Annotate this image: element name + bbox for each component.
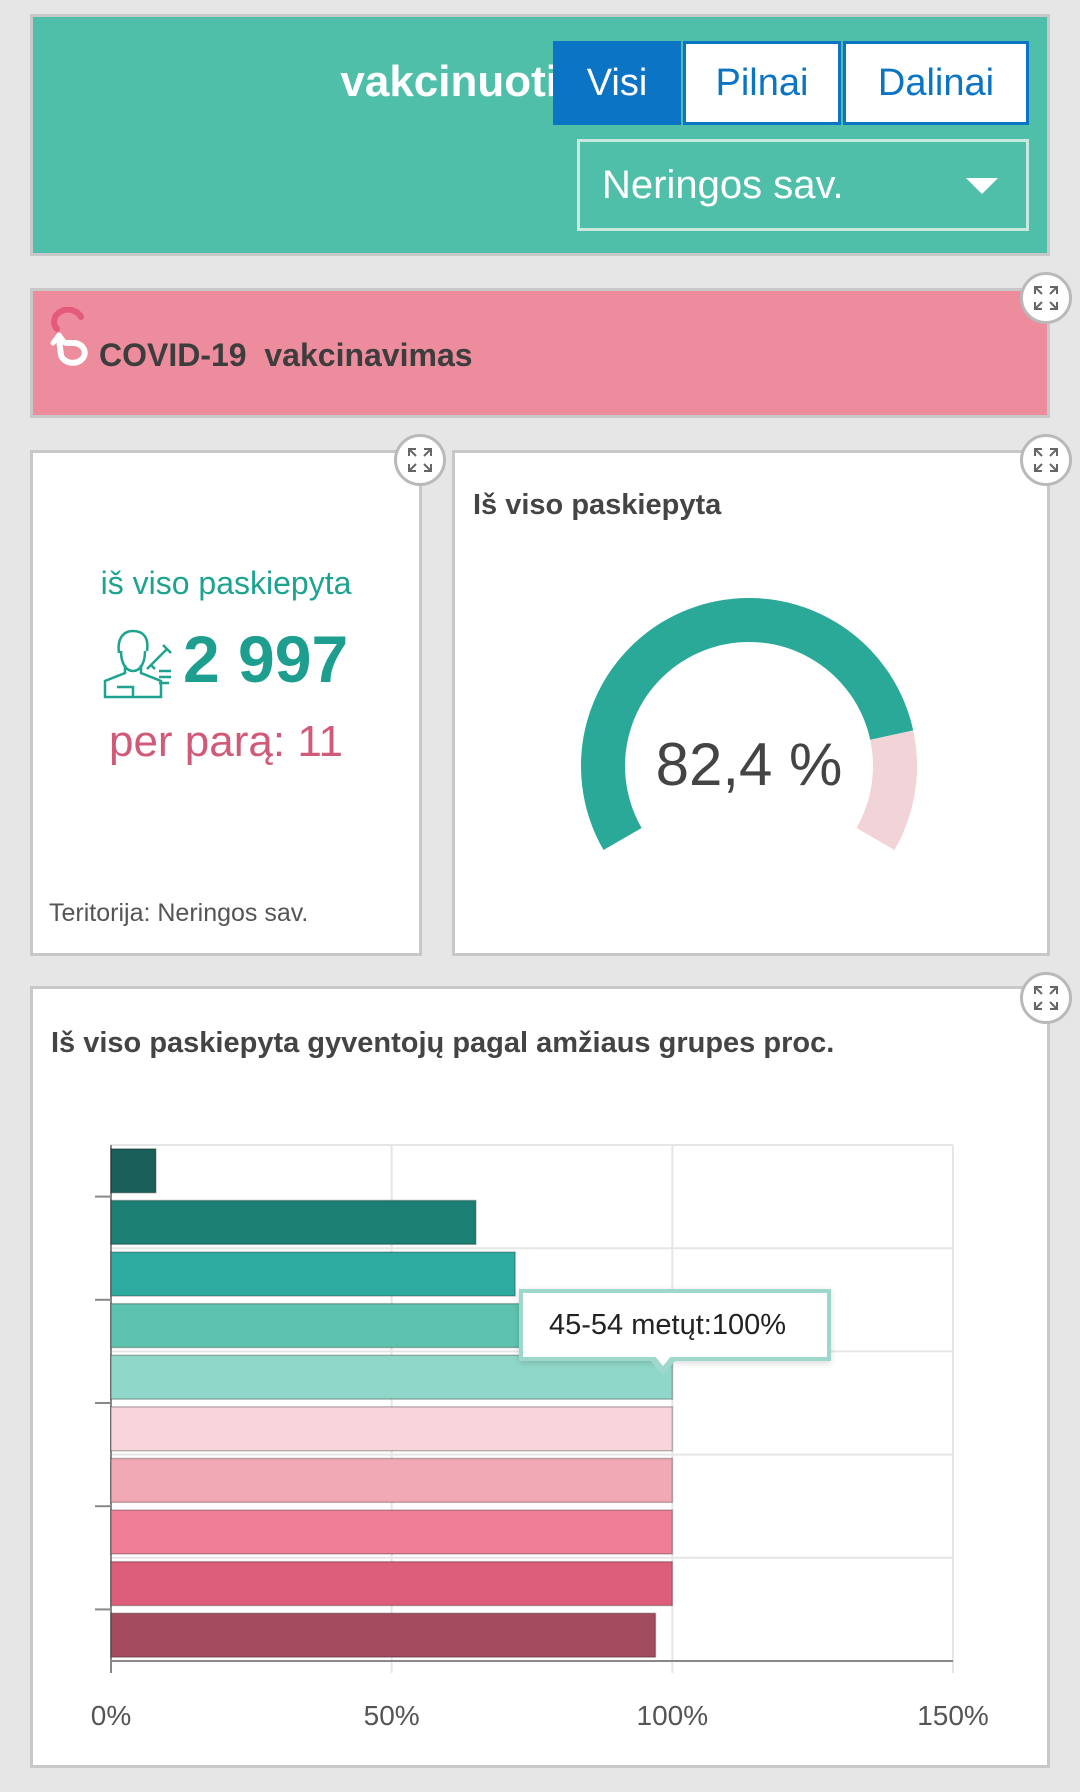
- vaccinated-count-panel: iš viso paskiepyta 2 997 per parą: 11 Te…: [30, 450, 422, 956]
- x-tick-label: 50%: [364, 1700, 420, 1731]
- filter-button-dalinai[interactable]: Dalinai: [843, 41, 1029, 125]
- territory-label: Teritorija: Neringos sav.: [49, 899, 309, 927]
- x-tick-label: 100%: [637, 1700, 709, 1731]
- covid-title-panel: COVID-19 vakcinavimas: [30, 288, 1050, 418]
- bar: [110, 1199, 477, 1246]
- expand-icon[interactable]: [394, 434, 446, 486]
- tooltip-text: 45-54 metųt:100%: [549, 1308, 786, 1341]
- bar-chart: 0% 50% 100% 150%: [91, 1144, 989, 1731]
- panel-title: Iš viso paskiepyta gyventojų pagal amžia…: [51, 1027, 835, 1059]
- gauge-chart: 82,4 %: [581, 598, 917, 850]
- vaccinated-label: iš viso paskiepyta: [100, 565, 352, 601]
- bar: [110, 1560, 674, 1607]
- vaccination-logo-icon: [50, 307, 88, 366]
- chevron-down-icon: [966, 178, 998, 194]
- x-tick-label: 0%: [91, 1700, 131, 1731]
- bar: [110, 1251, 516, 1297]
- bar: [110, 1509, 674, 1555]
- bar: [110, 1457, 674, 1504]
- filter-header: vakcinuoti Visi Pilnai Dalinai Neringos …: [30, 14, 1050, 256]
- panel-title: COVID-19 vakcinavimas: [99, 337, 473, 373]
- panel-title: Iš viso paskiepyta: [473, 489, 722, 521]
- gauge-value: 82,4 %: [656, 731, 843, 798]
- header-title: vakcinuoti: [340, 57, 558, 106]
- gauge-remaining-arc: [856, 730, 917, 850]
- region-dropdown-value: Neringos sav.: [602, 162, 844, 207]
- region-dropdown[interactable]: Neringos sav.: [577, 139, 1029, 231]
- vaccinated-gauge-panel: Iš viso paskiepyta 82,4 %: [452, 450, 1050, 956]
- chart-tooltip: 45-54 metųt:100%: [519, 1289, 831, 1375]
- expand-icon[interactable]: [1020, 972, 1072, 1024]
- vaccinated-person-icon: [103, 629, 172, 699]
- filter-button-pilnai[interactable]: Pilnai: [683, 41, 841, 125]
- vaccinated-per-day: per parą: 11: [108, 717, 343, 766]
- bar: [110, 1406, 674, 1452]
- vaccinated-total-count: 2 997: [183, 622, 349, 696]
- x-tick-label: 150%: [917, 1700, 989, 1731]
- bar: [110, 1612, 657, 1658]
- expand-icon[interactable]: [1020, 272, 1072, 324]
- tooltip-arrow: [649, 1355, 677, 1375]
- bar: [110, 1354, 674, 1400]
- filter-button-visi[interactable]: Visi: [553, 41, 681, 125]
- age-group-chart-panel: Iš viso paskiepyta gyventojų pagal amžia…: [30, 986, 1050, 1768]
- bar: [110, 1148, 157, 1194]
- gauge-filled-arc: [581, 598, 914, 850]
- expand-icon[interactable]: [1020, 434, 1072, 486]
